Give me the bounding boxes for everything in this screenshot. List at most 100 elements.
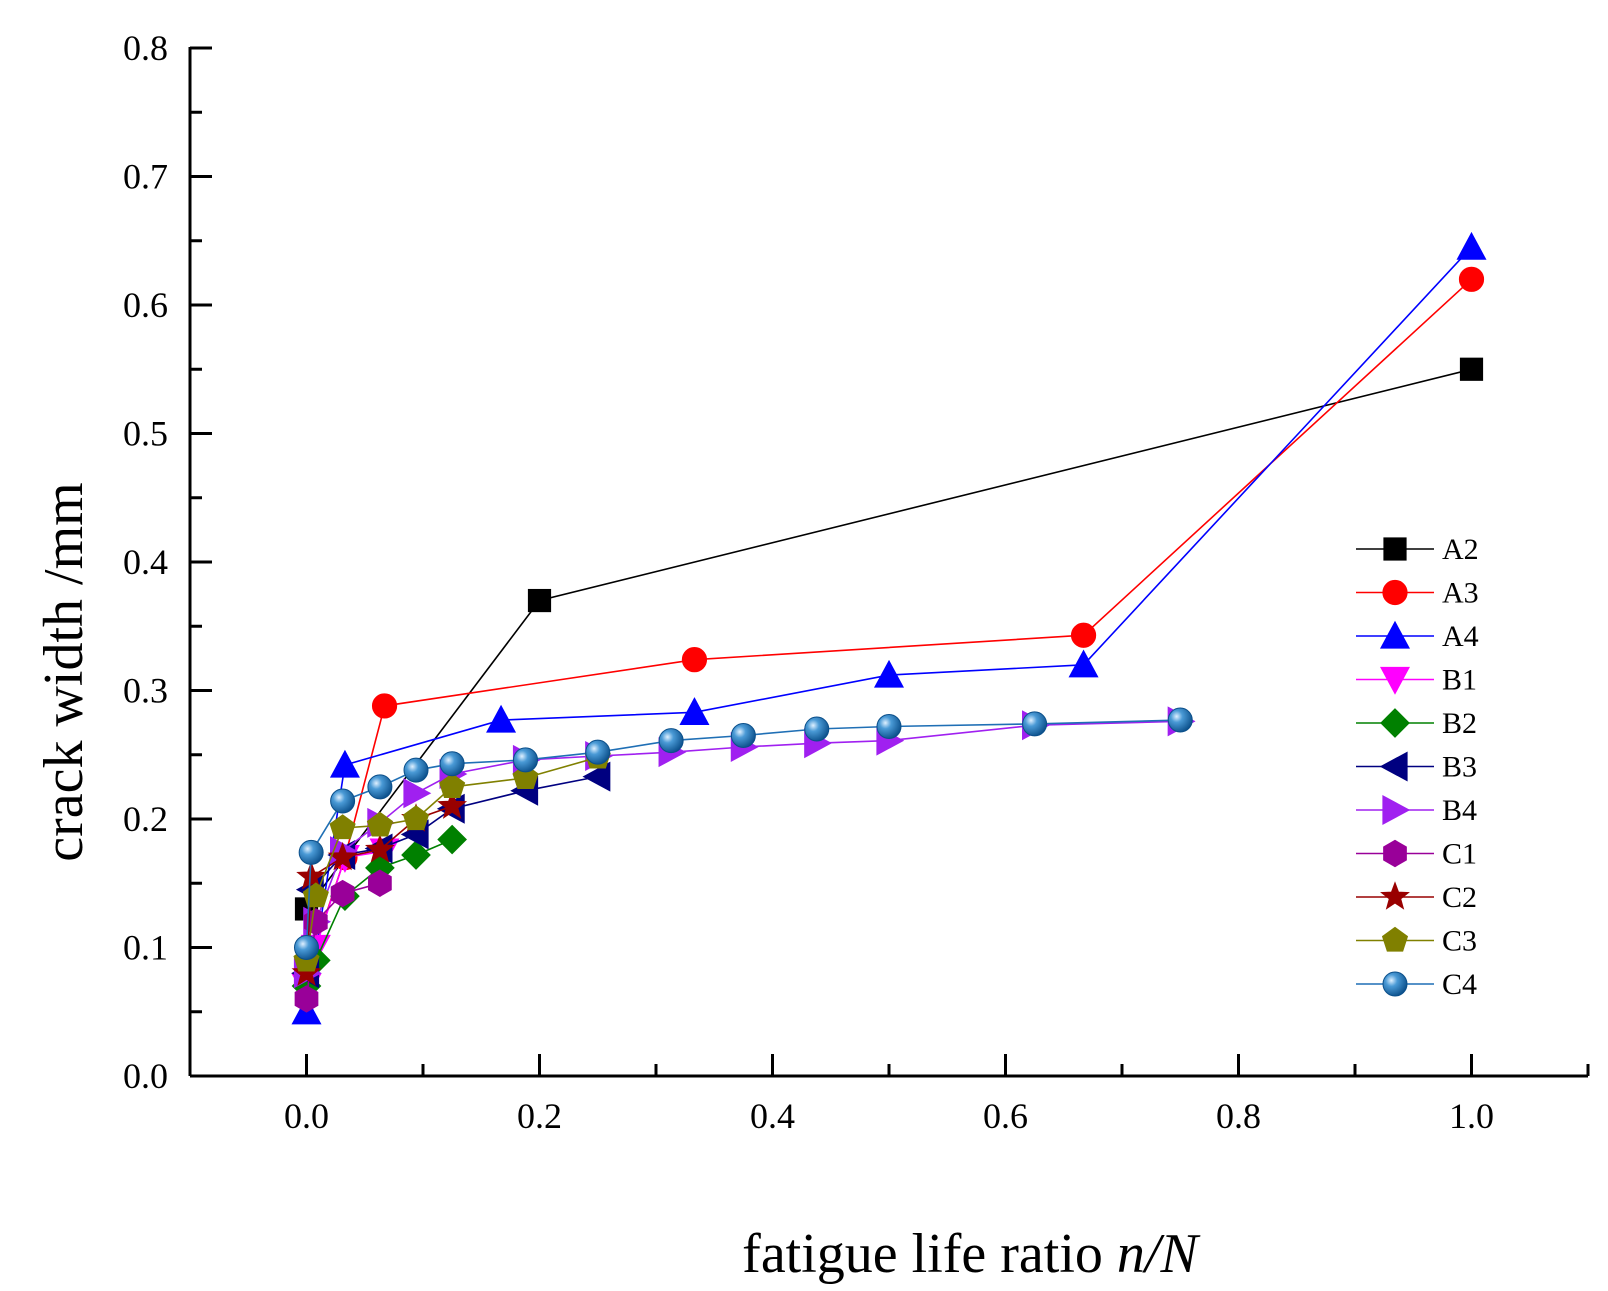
legend-label-b1: B1	[1442, 664, 1477, 697]
data-point-a4	[1456, 231, 1487, 260]
legend-marker-c4	[1382, 971, 1408, 997]
y-tick-label: 0.8	[123, 28, 168, 68]
x-tick-label: 0.4	[750, 1096, 795, 1136]
legend-item-a3: A3	[1356, 577, 1479, 610]
data-point-c1	[330, 879, 355, 908]
data-point-c4	[439, 751, 465, 777]
legend-item-b2: B2	[1356, 707, 1477, 740]
legend-marker-c1	[1383, 839, 1407, 868]
series-a3	[293, 266, 1485, 986]
legend-label-c4: C4	[1442, 968, 1477, 1001]
legend-label-a2: A2	[1442, 533, 1479, 566]
y-tick-label: 0.7	[123, 157, 168, 197]
legend-marker-c2	[1380, 881, 1410, 910]
data-point-c4	[1167, 707, 1193, 733]
series-line-a2	[305, 368, 1472, 910]
data-point-c4	[876, 713, 902, 739]
legend-label-c3: C3	[1442, 925, 1477, 958]
legend-marker-b3	[1379, 751, 1408, 782]
series-c3	[293, 743, 611, 972]
y-tick-label: 0.4	[123, 542, 168, 582]
legend-marker-b1	[1379, 666, 1411, 695]
legend-item-c3: C3	[1356, 925, 1477, 958]
data-point-c4	[585, 739, 611, 765]
axes: 0.0 0.1 0.2 0.3 0.4 0.5 0.6 0.7 0.8 0.0 0.2 0.4 0.6 0…	[123, 28, 1590, 1136]
legend-label-b2: B2	[1442, 707, 1477, 740]
data-point-c1	[368, 869, 392, 897]
y-tick-label: 0.2	[123, 799, 168, 839]
legend-marker-c3	[1381, 926, 1409, 952]
series-a4	[291, 231, 1487, 1025]
data-point-c4	[403, 757, 429, 783]
data-point-a4	[329, 749, 360, 778]
data-point-a2	[1459, 357, 1484, 381]
x-tick-label: 0.2	[517, 1096, 562, 1136]
x-tick-label: 0.6	[983, 1096, 1028, 1136]
data-point-c2	[291, 957, 322, 986]
y-tick-label: 0.0	[123, 1056, 168, 1096]
y-tick-label: 0.5	[123, 414, 168, 454]
data-point-c4	[730, 722, 756, 748]
legend-label-c1: C1	[1442, 838, 1477, 871]
data-point-c2	[296, 861, 327, 890]
x-axis-title: fatigue life ratio n/N	[742, 1223, 1200, 1285]
data-point-c3	[439, 773, 466, 798]
series-layer	[291, 231, 1487, 1025]
data-point-b4	[403, 778, 432, 809]
data-point-a4	[486, 704, 517, 733]
data-point-a4	[873, 659, 905, 688]
legend-label-a4: A4	[1442, 620, 1479, 653]
data-point-b2	[401, 840, 431, 870]
series-line-c3	[305, 756, 599, 961]
legend-item-b4: B4	[1356, 794, 1477, 827]
data-point-b3	[582, 761, 611, 792]
x-axis-title-variable: n/N	[1117, 1223, 1201, 1285]
data-point-a3	[1070, 622, 1097, 648]
data-point-b2	[437, 824, 467, 855]
data-point-c3	[366, 811, 393, 837]
data-point-a2	[527, 588, 552, 613]
legend-item-b3: B3	[1356, 751, 1477, 784]
data-point-c4	[298, 839, 324, 865]
legend-label-c2: C2	[1442, 881, 1477, 914]
legend-item-c2: C2	[1356, 881, 1477, 914]
data-point-a3	[371, 693, 398, 719]
legend-item-c4: C4	[1356, 968, 1477, 1001]
data-point-c4	[1022, 711, 1048, 737]
y-axis-title: crack width /mm	[33, 482, 95, 861]
data-point-c1	[303, 908, 328, 936]
data-point-c4	[294, 935, 319, 960]
y-tick-label: 0.3	[123, 671, 168, 711]
data-point-a4	[679, 697, 710, 725]
legend: A2 A3 A4 B1 B2 B3 B4 C1 C2 C3 C4	[1356, 533, 1479, 1001]
y-tick-label: 0.6	[123, 285, 168, 325]
legend-label-b3: B3	[1442, 751, 1477, 784]
series-line-a3	[305, 278, 1473, 974]
data-point-c4	[513, 747, 539, 773]
x-tick-label: 0.0	[284, 1096, 329, 1136]
legend-item-a4: A4	[1356, 620, 1479, 653]
data-point-c3	[329, 814, 356, 840]
data-point-a3	[1458, 266, 1485, 292]
series-line-b4	[305, 720, 1181, 974]
legend-marker-b4	[1382, 794, 1411, 826]
data-point-c2	[364, 834, 395, 863]
x-tick-label: 0.8	[1216, 1096, 1261, 1136]
data-point-c4	[330, 788, 356, 814]
data-point-c4	[367, 774, 393, 800]
legend-marker-b2	[1380, 708, 1410, 738]
data-point-a3	[681, 647, 708, 673]
data-point-c2	[437, 790, 468, 819]
series-b4	[293, 706, 1196, 989]
series-line-a4	[305, 246, 1473, 1012]
legend-item-c1: C1	[1356, 838, 1477, 871]
legend-label-a3: A3	[1442, 577, 1479, 610]
legend-label-b4: B4	[1442, 794, 1477, 827]
legend-item-a2: A2	[1356, 533, 1479, 566]
data-point-c3	[512, 764, 539, 790]
data-point-c1	[294, 985, 319, 1013]
legend-marker-a2	[1383, 537, 1407, 561]
data-point-c4	[804, 716, 830, 742]
data-point-c4	[658, 728, 684, 754]
